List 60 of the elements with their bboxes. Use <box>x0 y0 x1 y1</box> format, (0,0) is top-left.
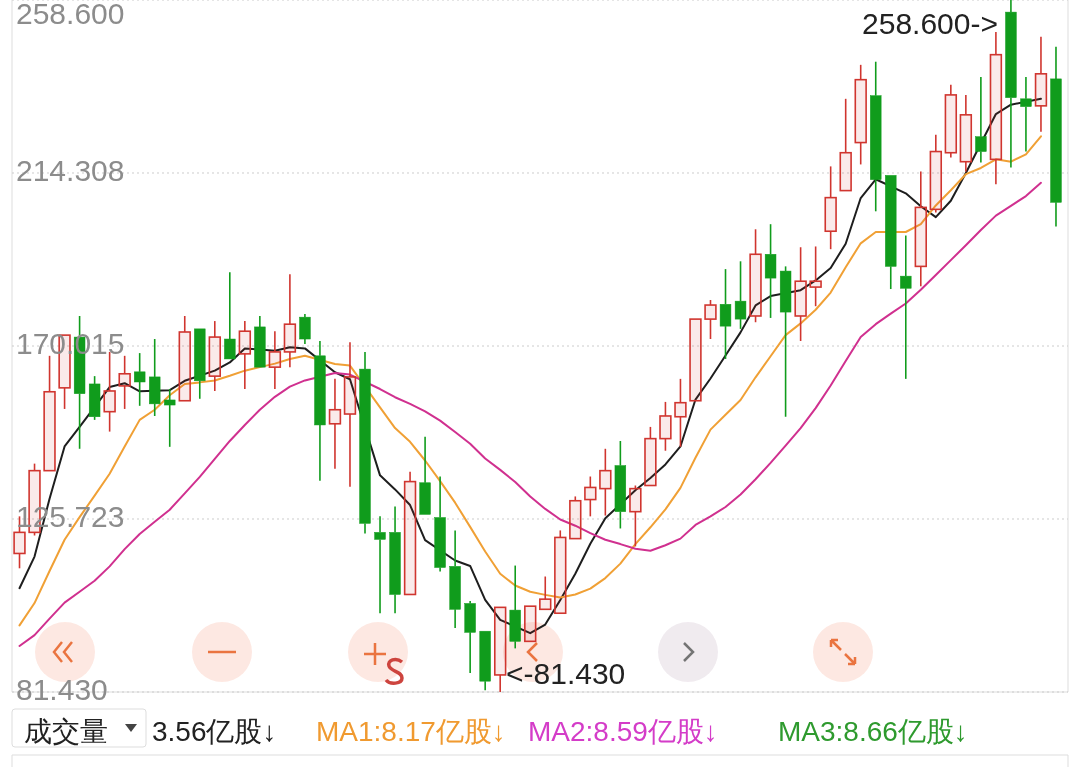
annotation: 258.600-> <box>862 7 998 40</box>
candlestick <box>493 606 507 693</box>
candlestick <box>43 355 56 472</box>
candlestick <box>1034 35 1048 133</box>
candlestick <box>194 328 206 400</box>
candlestick <box>208 320 221 392</box>
candlestick <box>434 475 446 573</box>
candlestick <box>719 268 732 360</box>
y-tick-label: 214.308 <box>16 153 125 187</box>
candlestick <box>449 529 461 629</box>
candlestick <box>343 341 357 488</box>
candlestick <box>509 564 521 650</box>
candlestick <box>178 315 191 402</box>
candlestick <box>314 340 326 482</box>
candlestick <box>809 245 822 308</box>
text: 3.56亿股↓ <box>152 716 277 747</box>
candlestick <box>359 351 371 535</box>
candlestick <box>959 94 973 173</box>
candlestick <box>839 98 852 192</box>
candlestick <box>419 435 431 515</box>
candlestick <box>944 83 958 159</box>
candlestick <box>689 318 702 402</box>
candlestick <box>149 338 161 417</box>
candlestick <box>900 234 912 380</box>
candlestick <box>554 529 567 615</box>
candlestick <box>238 320 252 390</box>
candlestick <box>328 378 342 470</box>
candlestick <box>299 313 311 345</box>
text: MA2:8.59亿股↓ <box>528 716 718 747</box>
candlestick <box>403 471 417 596</box>
candlestick <box>885 175 897 290</box>
text: MA3:8.66亿股↓ <box>778 716 968 747</box>
candlestick <box>794 246 807 342</box>
candlestick <box>224 271 236 360</box>
candlestick <box>134 352 146 407</box>
candlestick <box>599 447 612 517</box>
candlestick <box>464 600 476 674</box>
candlestick <box>854 64 867 166</box>
candlestick <box>1005 0 1017 169</box>
candlestick <box>374 515 386 615</box>
candlestick <box>389 505 401 615</box>
candlestick <box>164 388 176 448</box>
candlestick <box>254 315 266 368</box>
candlestick <box>539 575 552 611</box>
y-tick-label: 258.600 <box>16 0 125 30</box>
candlestick <box>283 273 297 368</box>
candlestick <box>764 223 777 319</box>
candlestick <box>674 378 687 448</box>
candlestick <box>914 170 927 288</box>
candlestick <box>975 76 987 164</box>
candlestick <box>1020 76 1032 153</box>
text: MA1:8.17亿股↓ <box>316 716 506 747</box>
candlestick <box>1050 46 1062 228</box>
candlestick <box>870 60 882 213</box>
annotation: <-81.430 <box>506 657 626 690</box>
y-tick-label: 81.430 <box>16 672 108 706</box>
candlestick <box>268 330 282 390</box>
candlestick <box>479 630 491 691</box>
candlestick <box>929 133 943 214</box>
text: 成交量 <box>24 716 108 747</box>
